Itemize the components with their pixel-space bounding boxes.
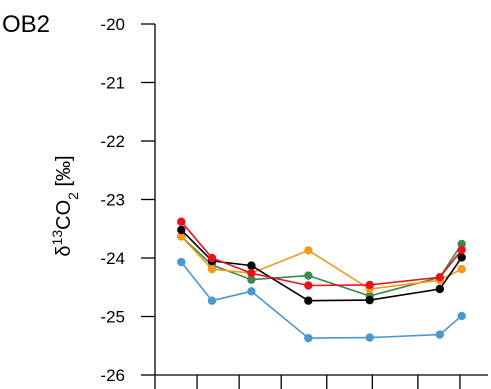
series-line [180,235,463,297]
y-tick-label: -21 [100,74,125,93]
series-line [180,229,463,302]
data-point [304,333,313,343]
ylabel-delta: δ [53,245,75,256]
y-tick-label: -25 [100,308,125,327]
data-point [247,261,256,270]
data-point [247,275,256,284]
series-4 [177,225,466,305]
data-point [457,311,466,321]
series-line [180,221,463,287]
series-layer [177,217,466,343]
y-tick-label: -26 [100,366,125,385]
y-tick-label: -23 [100,191,125,210]
data-point [435,284,445,294]
data-point [365,333,374,342]
data-point [365,280,374,290]
data-point [177,232,186,241]
chart-axes: -20 -21 -22 -23 -24 -25 -26 [100,15,488,389]
data-point [435,330,445,339]
data-point [207,253,217,263]
data-point [177,217,186,226]
y-tick-label: -24 [100,249,125,268]
y-axis-label: δ13CO2 [‰] [49,155,81,256]
ylabel-mass-number: 13 [49,230,65,246]
data-point [304,281,313,290]
series-1 [177,257,466,343]
panel-label: OB2 [2,11,51,38]
data-point [457,253,466,262]
y-tick-label: -22 [100,132,125,151]
ylabel-subscript: 2 [65,192,81,200]
data-point [304,296,313,305]
data-point [177,257,186,267]
series-2 [177,232,466,301]
data-point [304,246,313,255]
data-point [304,271,313,280]
y-axis-label-text: δ13CO2 [‰] [49,155,81,256]
data-point [247,287,256,296]
data-point [457,245,466,255]
data-point [435,273,445,282]
series-5 [177,217,466,290]
data-point [247,269,256,278]
data-point [365,295,374,305]
data-point [457,264,466,274]
ylabel-species: CO [53,200,75,230]
data-point [177,225,186,235]
data-point [207,296,217,305]
data-point [457,239,466,249]
data-point [207,264,217,274]
y-tick-label: -20 [100,15,125,34]
ylabel-unit: [‰] [53,155,75,192]
